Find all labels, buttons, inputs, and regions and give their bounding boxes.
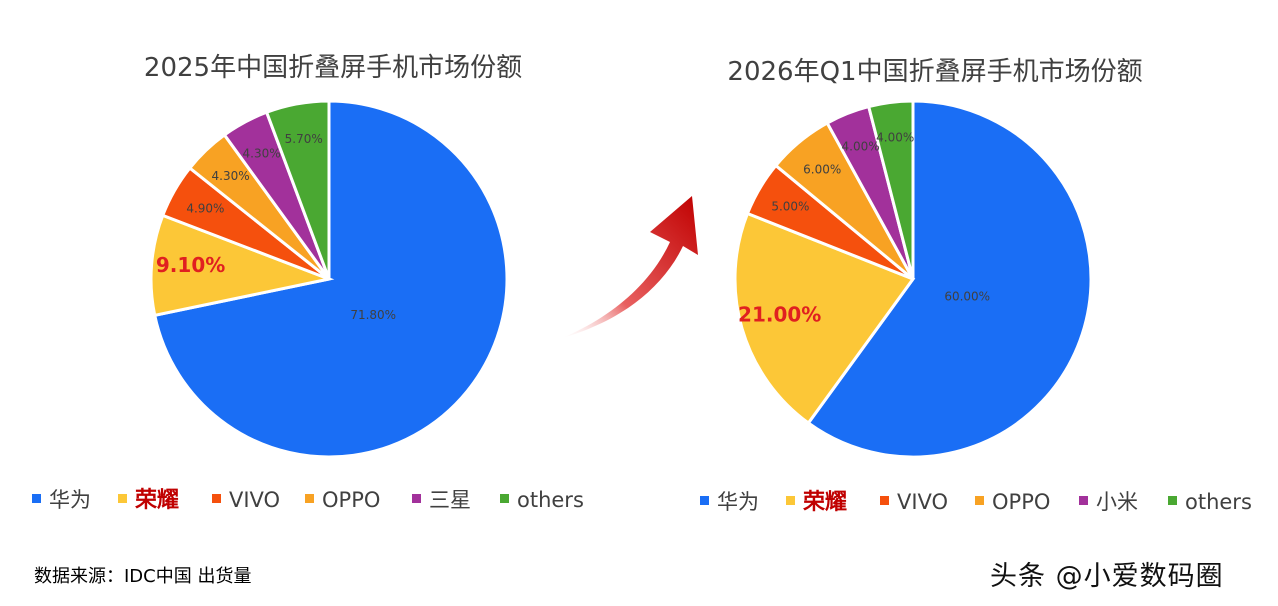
pie-label-2026q1-5: 4.00% [876,131,914,145]
legend-swatch-2025-0 [32,494,41,503]
pie-label-2025-3: 4.30% [212,169,250,183]
pie-slice-2026q1-5 [866,99,915,280]
legend-2025: 华为 荣耀 VIVO OPPO 三星 others [32,487,584,513]
legend-swatch-2026q1-2 [880,496,889,505]
legend-swatch-2025-3 [305,494,314,503]
pie-slices-2026q1 [733,99,1093,459]
watermark: 头条 @小爱数码圈 [990,561,1224,592]
pie-slice-2025-1 [149,213,335,318]
legend-swatch-2025-2 [212,494,221,503]
data-source-note: 数据来源：IDC中国 出货量 [34,566,252,587]
pie-slices-2025 [149,99,509,459]
legend-label-2026q1-2: VIVO [897,490,948,514]
legend-label-2025-1: 荣耀 [134,487,179,513]
pie-chart-2026q1: 2026年Q1中国折叠屏手机市场份额 60.00% 21.00% 5.00% 6.00… [700,57,1252,515]
pie-slice-2025-5 [264,99,331,280]
transition-arrow-icon [562,196,698,338]
legend-swatch-2026q1-3 [975,496,984,505]
pie-label-2025-4: 4.30% [243,147,281,161]
legend-label-2026q1-4: 小米 [1096,490,1138,514]
legend-2026q1: 华为 荣耀 VIVO OPPO 小米 others [700,489,1252,515]
pie-label-2026q1-3: 6.00% [803,162,841,176]
pie-slice-2026q1-1 [733,211,916,426]
pie-label-2025-0: 71.80% [350,308,396,322]
pie-chart-2025: 2025年中国折叠屏手机市场份额 71.80% 9.10% 4.90% 4.30% 4.… [32,53,584,513]
legend-label-2026q1-0: 华为 [717,490,759,514]
legend-swatch-2026q1-5 [1168,496,1177,505]
legend-label-2025-3: OPPO [322,488,380,512]
pie-label-2025-5: 5.70% [285,132,323,146]
chart-title-2026q1: 2026年Q1中国折叠屏手机市场份额 [727,57,1142,87]
legend-label-2026q1-3: OPPO [992,490,1050,514]
pie-label-2025-2: 4.90% [186,201,224,215]
pie-label-2026q1-0: 60.00% [944,290,990,304]
pie-label-2026q1-1: 21.00% [738,303,821,327]
chart-title-2025: 2025年中国折叠屏手机市场份额 [144,53,522,83]
legend-swatch-2025-5 [500,494,509,503]
legend-swatch-2026q1-0 [700,496,709,505]
legend-swatch-2026q1-4 [1079,496,1088,505]
legend-label-2025-2: VIVO [229,488,280,512]
pie-labels-2026q1: 60.00%21.00%5.00%6.00%4.00%4.00% [738,131,990,327]
legend-label-2025-5: others [517,488,584,512]
pie-slice-2026q1-0 [806,99,1093,459]
legend-label-2026q1-5: others [1185,490,1252,514]
legend-label-2025-0: 华为 [49,488,91,512]
pie-label-2025-1: 9.10% [156,253,225,277]
legend-swatch-2025-4 [412,494,421,503]
legend-swatch-2026q1-1 [786,496,795,505]
pie-labels-2025: 71.80% 9.10% 4.90% 4.30% 4.30% 5.70% [156,132,396,322]
pie-label-2026q1-2: 5.00% [771,200,809,214]
legend-label-2026q1-1: 荣耀 [802,489,847,515]
legend-swatch-2025-1 [118,494,127,503]
legend-label-2025-4: 三星 [429,488,471,512]
pie-label-2026q1-4: 4.00% [842,140,880,154]
